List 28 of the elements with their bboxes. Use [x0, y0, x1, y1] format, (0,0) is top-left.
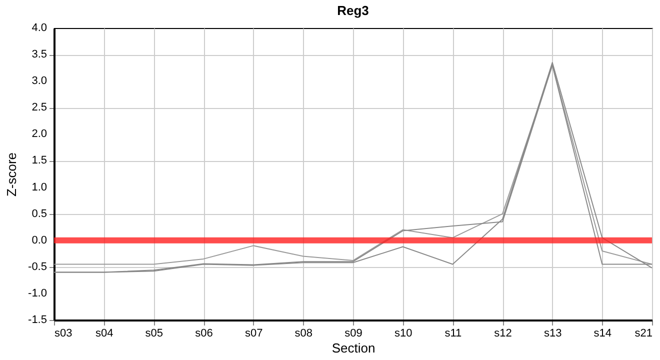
- y-tick-label: 2.5: [32, 102, 47, 114]
- y-tick-label: 3.0: [32, 75, 47, 88]
- y-axis-title: Z-score: [4, 152, 19, 197]
- y-tick-label: 3.5: [32, 48, 47, 61]
- x-tick-label: s11: [444, 328, 462, 340]
- y-tick-label: -1.0: [28, 287, 47, 300]
- x-tick-label: s03: [54, 328, 72, 340]
- y-tick-label: 1.5: [32, 154, 47, 167]
- x-tick-label: s09: [344, 328, 362, 340]
- y-tick-label: -0.5: [28, 260, 47, 273]
- x-axis-title: Section: [332, 340, 376, 356]
- x-tick-label: s07: [244, 328, 263, 340]
- y-tick-label: 0.0: [32, 234, 47, 246]
- x-tick-label: s14: [594, 328, 612, 340]
- y-tick-label: 0.5: [32, 208, 47, 220]
- y-tick-label: 2.0: [32, 128, 47, 140]
- x-tick-label: s12: [494, 328, 512, 340]
- x-tick-label: s04: [95, 328, 114, 340]
- x-tick-label: s06: [195, 328, 213, 340]
- x-tick-label: s05: [145, 328, 164, 340]
- chart-title: Reg3: [337, 3, 369, 18]
- x-tick-label: s08: [294, 328, 313, 340]
- y-tick-label: -1.5: [28, 314, 47, 326]
- y-tick-label: 4.0: [32, 22, 47, 34]
- x-tick-label: s13: [544, 328, 562, 340]
- x-tick-label: s10: [394, 328, 412, 340]
- y-tick-label: 1.0: [32, 181, 47, 194]
- x-tick-label: s21: [634, 328, 652, 340]
